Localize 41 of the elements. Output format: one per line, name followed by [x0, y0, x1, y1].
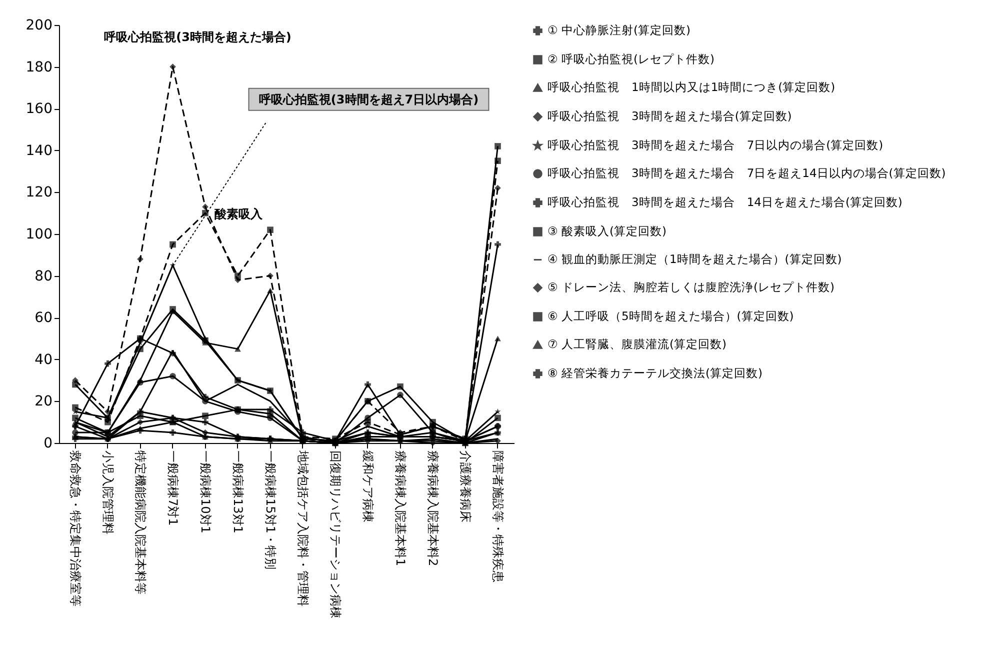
- legend-label: 呼吸心拍監視 3時間を超えた場合 7日以内の場合(算定回数): [548, 138, 884, 152]
- legend-label: ⑥ 人工呼吸（5時間を超えた場合）(算定回数): [548, 308, 794, 323]
- y-tick-label: 200: [26, 18, 52, 34]
- x-tick-label: 一般病棟10対1: [198, 450, 212, 534]
- y-tick-label: 80: [34, 268, 52, 284]
- legend-label: ⑧ 経管栄養カテーテル交換法(算定回数): [548, 366, 762, 380]
- annotation: 酸素吸入: [214, 206, 264, 221]
- y-tick-label: 120: [26, 184, 52, 201]
- legend-label: 呼吸心拍監視 3時間を超えた場合(算定回数): [548, 108, 792, 123]
- y-tick-label: 140: [26, 142, 52, 159]
- y-tick-label: 160: [26, 101, 52, 118]
- y-tick-label: 20: [34, 394, 52, 410]
- x-tick-label: 回復期リハビリテーション病棟: [328, 450, 342, 618]
- y-tick-label: 0: [44, 436, 52, 452]
- x-tick-label: 介護療養病床: [458, 450, 472, 522]
- annotation: 呼吸心拍監視(3時間を超えた場合): [104, 30, 292, 44]
- x-tick-label: 小児入院管理料: [100, 450, 115, 534]
- x-tick-label: 一般病棟13対1: [230, 450, 245, 534]
- y-tick-label: 100: [26, 226, 52, 242]
- legend-label: 呼吸心拍監視 3時間を超えた場合 7日を超え14日以内の場合(算定回数): [548, 166, 946, 180]
- y-tick-label: 40: [34, 352, 52, 368]
- legend-label: ③ 酸素吸入(算定回数): [548, 224, 666, 238]
- x-tick-label: 障害者施設等・特殊疾患: [490, 450, 505, 582]
- legend-label: ④ 観血的動脈圧測定（1時間を超えた場合）(算定回数): [548, 252, 842, 266]
- legend-label: ① 中心静脈注射(算定回数): [548, 22, 690, 37]
- x-tick-label: 特定機能病院入院基本料等: [133, 450, 148, 594]
- legend-label: ⑦ 人工腎臓、腹膜灌流(算定回数): [548, 336, 726, 351]
- x-tick-label: 緩和ケア病棟: [360, 450, 375, 522]
- legend-label: ② 呼吸心拍監視(レセプト件数): [548, 52, 714, 66]
- y-tick-label: 180: [26, 59, 52, 76]
- annotation: 呼吸心拍監視(3時間を超え7日以内場合): [258, 92, 479, 106]
- x-tick-label: 地域包括ケア入院料・管理料: [296, 450, 310, 606]
- legend-label: ⑤ ドレーン法、胸腔若しくは腹腔洗浄(レセプト件数): [548, 280, 834, 294]
- legend-label: 呼吸心拍監視 3時間を超えた場合 14日を超えた場合(算定回数): [548, 194, 902, 209]
- x-tick-label: 療養病棟入院基本料1: [393, 450, 408, 566]
- x-tick-label: 一般病棟15対1・特別: [263, 450, 278, 570]
- x-tick-label: 一般病棟7対1: [166, 450, 180, 526]
- x-tick-label: 救命救急・特定集中治療室等: [68, 450, 82, 606]
- x-tick-label: 療養病棟入院基本料2: [426, 450, 440, 566]
- y-tick-label: 60: [34, 310, 52, 326]
- legend-label: 呼吸心拍監視 1時間以内又は1時間につき(算定回数): [548, 80, 836, 94]
